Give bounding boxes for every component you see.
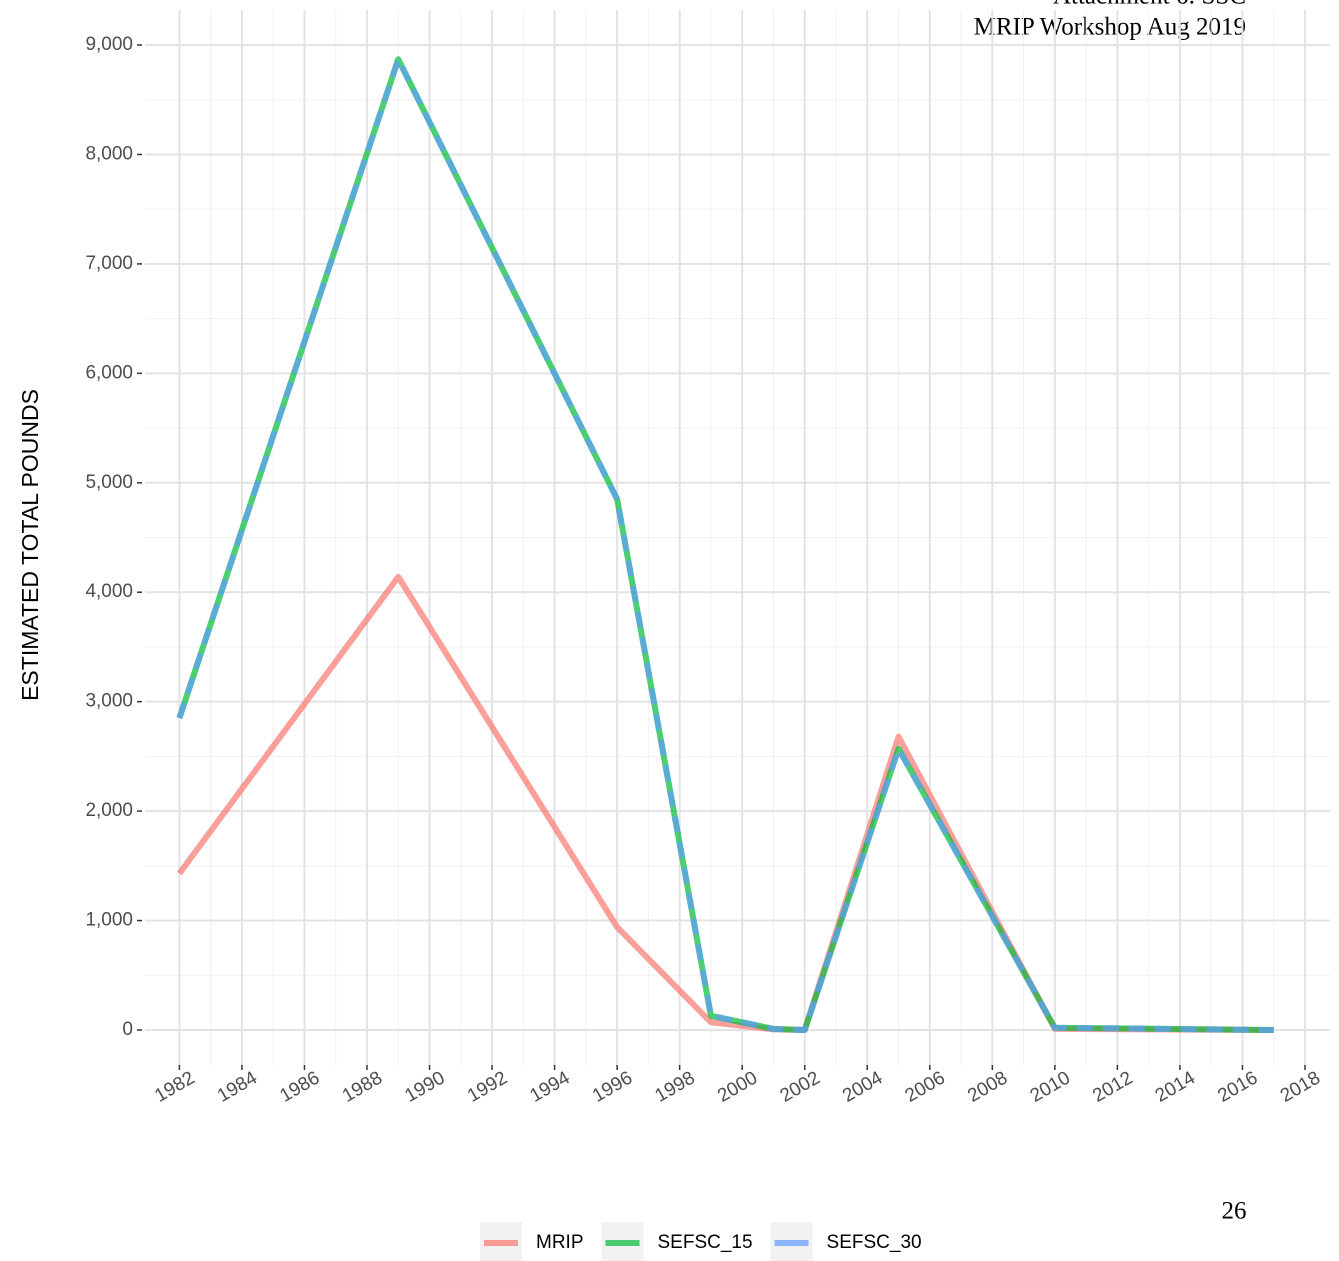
y-tick-label: 4,000 <box>85 581 133 602</box>
x-tick-label: 1998 <box>652 1067 699 1106</box>
legend-label: MRIP <box>536 1232 584 1253</box>
x-tick-label: 1988 <box>339 1067 386 1106</box>
x-tick-label: 2000 <box>714 1067 761 1106</box>
x-tick-label: 2004 <box>839 1067 886 1107</box>
x-tick-label: 2014 <box>1152 1067 1199 1107</box>
x-tick-label: 2002 <box>777 1067 824 1106</box>
y-axis-title: ESTIMATED TOTAL POUNDS <box>17 389 43 701</box>
y-tick-label: 6,000 <box>85 362 133 383</box>
line <box>176 56 1274 1033</box>
x-tick-label: 1986 <box>276 1067 323 1106</box>
x-tick-label: 2008 <box>964 1067 1011 1106</box>
x-tick-label: 1990 <box>401 1067 448 1106</box>
x-tick-label: 1984 <box>214 1067 261 1107</box>
x-tick-label: 2006 <box>902 1067 949 1106</box>
y-tick-label: 5,000 <box>85 472 133 493</box>
legend: MRIP SEFSC_15 SEFSC_30 <box>480 1222 922 1261</box>
x-tick-label: 2012 <box>1089 1067 1136 1106</box>
y-tick-label: 1,000 <box>85 910 133 931</box>
x-tick-label: 2010 <box>1027 1067 1074 1106</box>
legend-label: SEFSC_15 <box>658 1232 753 1253</box>
y-tick-label: 0 <box>122 1019 133 1040</box>
x-tick-label: 1982 <box>151 1067 198 1106</box>
x-tick-label: 2018 <box>1277 1067 1324 1106</box>
y-tick-label: 8,000 <box>85 143 133 164</box>
line <box>176 573 1274 1033</box>
x-tick-label: 2016 <box>1214 1067 1261 1106</box>
y-tick-label: 9,000 <box>85 34 133 55</box>
x-tick-label: 1994 <box>526 1067 573 1107</box>
x-tick-label: 1996 <box>589 1067 636 1106</box>
legend-label: SEFSC_30 <box>827 1232 922 1253</box>
y-tick-label: 2,000 <box>85 800 133 821</box>
y-tick-label: 3,000 <box>85 691 133 712</box>
header-line2: MRIP Workshop Aug 2019 <box>974 14 1246 41</box>
line <box>176 56 1274 1033</box>
header-line1: Attachment 6: SSC <box>1053 0 1246 10</box>
page-number: 26 <box>1222 1198 1247 1225</box>
x-tick-label: 1992 <box>464 1067 511 1106</box>
y-tick-label: 7,000 <box>85 253 133 274</box>
